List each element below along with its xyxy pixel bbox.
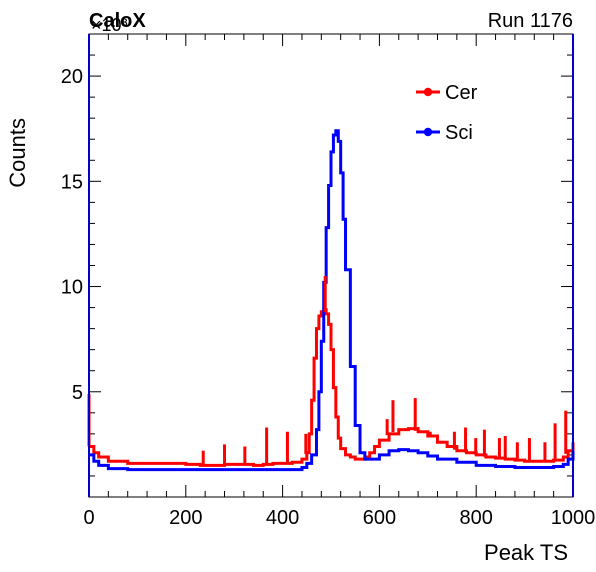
- x-tick-label: 600: [363, 507, 396, 529]
- run-label: Run 1176: [488, 10, 573, 32]
- caloX-label: CaloX: [89, 10, 146, 32]
- sci-legend-label: Sci: [445, 122, 473, 144]
- y-axis-ticks: 5 10 15 20: [61, 33, 573, 477]
- y-scale-label: ×10³: [91, 15, 128, 35]
- x-tick-label: 800: [460, 507, 493, 529]
- legend: Cer Sci: [416, 82, 478, 144]
- y-tick-label: 10: [61, 277, 83, 299]
- y-tick-label: 20: [61, 66, 83, 88]
- x-tick-label: 200: [169, 507, 202, 529]
- y-tick-label: 5: [72, 382, 83, 404]
- y-tick-label: 15: [61, 171, 83, 193]
- x-tick-label: 1000: [551, 507, 596, 529]
- sci-legend-marker: [423, 127, 433, 137]
- sci-series-line: [89, 129, 575, 472]
- y-axis-label: Counts: [5, 118, 30, 188]
- x-axis-label: Peak TS: [484, 540, 568, 565]
- series-layer: [87, 34, 575, 497]
- x-tick-label: 400: [266, 507, 299, 529]
- x-tick-label: 0: [83, 507, 94, 529]
- cer-legend-marker: [423, 87, 433, 97]
- cer-legend-label: Cer: [445, 82, 478, 104]
